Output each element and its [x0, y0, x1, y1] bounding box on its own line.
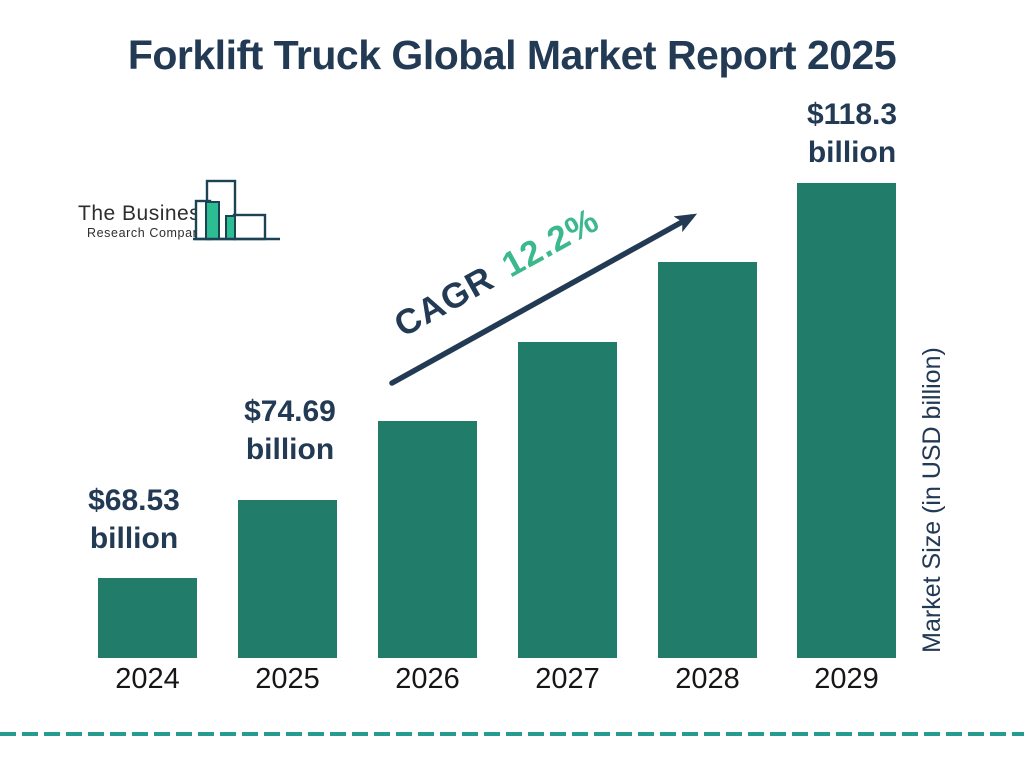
value-label-2029: $118.3 billion	[772, 96, 932, 172]
bar-2028	[658, 262, 757, 658]
logo-text-secondary: Research Company	[87, 226, 208, 240]
value-label-2024-amount: $68.53	[88, 484, 180, 517]
trend-arrow-icon	[389, 213, 698, 386]
value-label-2025-unit: billion	[245, 433, 335, 466]
bar-2024	[98, 578, 197, 658]
value-label-2029-amount: $118.3	[806, 98, 898, 131]
value-label-2024: $68.53 billion	[54, 482, 214, 558]
x-axis-label-2029: 2029	[814, 663, 879, 695]
bottom-dashed-divider	[0, 732, 1024, 736]
logo-bars-icon	[193, 179, 280, 241]
x-axis-label-2024: 2024	[115, 663, 180, 695]
page-title: Forklift Truck Global Market Report 2025	[127, 32, 897, 78]
bar-2025	[238, 500, 337, 658]
value-label-2025-amount: $74.69	[244, 395, 336, 428]
x-axis-label-2026: 2026	[395, 663, 460, 695]
y-axis-label: Market Size (in USD billion)	[918, 347, 946, 653]
value-label-2024-unit: billion	[89, 522, 179, 555]
bar-2026	[378, 421, 477, 658]
value-label-2029-unit: billion	[807, 136, 897, 169]
x-axis-label-2027: 2027	[535, 663, 600, 695]
value-label-2025: $74.69 billion	[210, 393, 370, 469]
x-axis-label-2025: 2025	[255, 663, 320, 695]
x-axis-label-2028: 2028	[675, 663, 740, 695]
bar-2029	[797, 183, 896, 658]
logo-text-primary: The Business	[78, 202, 212, 225]
brand-logo: The Business Research Company	[76, 176, 291, 248]
bar-2027	[518, 342, 617, 658]
